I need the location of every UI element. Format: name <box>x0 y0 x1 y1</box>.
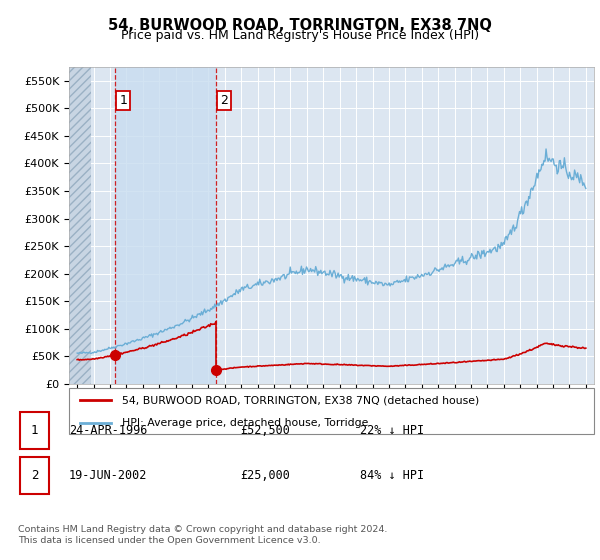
Text: 2: 2 <box>31 469 38 482</box>
Text: 19-JUN-2002: 19-JUN-2002 <box>69 469 148 482</box>
Bar <box>69 67 91 384</box>
Text: Contains HM Land Registry data © Crown copyright and database right 2024.
This d: Contains HM Land Registry data © Crown c… <box>18 525 388 545</box>
Text: £52,500: £52,500 <box>240 424 290 437</box>
Text: 1: 1 <box>31 424 38 437</box>
Text: Price paid vs. HM Land Registry's House Price Index (HPI): Price paid vs. HM Land Registry's House … <box>121 29 479 42</box>
Text: HPI: Average price, detached house, Torridge: HPI: Average price, detached house, Torr… <box>121 418 368 427</box>
Text: 1: 1 <box>119 94 127 107</box>
Text: 2: 2 <box>220 94 228 107</box>
Text: 54, BURWOOD ROAD, TORRINGTON, EX38 7NQ (detached house): 54, BURWOOD ROAD, TORRINGTON, EX38 7NQ (… <box>121 395 479 405</box>
Text: 54, BURWOOD ROAD, TORRINGTON, EX38 7NQ: 54, BURWOOD ROAD, TORRINGTON, EX38 7NQ <box>108 18 492 33</box>
Text: 84% ↓ HPI: 84% ↓ HPI <box>360 469 424 482</box>
Text: £25,000: £25,000 <box>240 469 290 482</box>
Text: 24-APR-1996: 24-APR-1996 <box>69 424 148 437</box>
Bar <box>115 67 216 384</box>
Text: 22% ↓ HPI: 22% ↓ HPI <box>360 424 424 437</box>
